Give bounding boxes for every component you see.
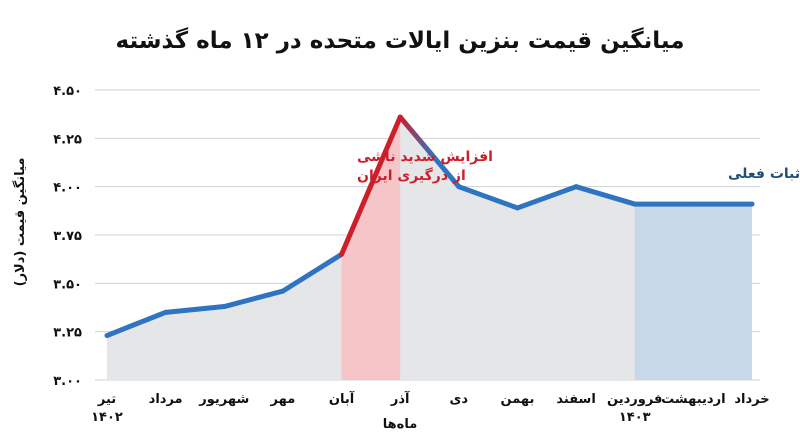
x-tick-label: مهر	[270, 392, 296, 407]
stability-annotation-line: ثبات فعلی	[728, 166, 800, 182]
y-tick-label: ۴.۵۰	[53, 84, 82, 99]
x-tick-label: اسفند	[556, 392, 595, 407]
x-tick-label: دی	[450, 392, 469, 407]
spike-annotation-line: از درگیری ایران	[357, 167, 466, 184]
year-label: ۱۴۰۳	[619, 410, 651, 425]
y-tick-label: ۳.۷۵	[53, 229, 82, 244]
series-lines	[104, 114, 755, 339]
y-tick-labels: ۳.۰۰ ۳.۲۵ ۳.۵۰ ۳.۷۵ ۴.۰۰ ۴.۲۵ ۴.۵۰	[53, 84, 82, 389]
year-label: ۱۴۰۲	[91, 410, 123, 425]
spike-annotation-line: افزایش شدید ناشی	[357, 149, 493, 165]
series-segment	[456, 184, 520, 211]
series-segment	[514, 184, 579, 211]
y-tick-label: ۴.۲۵	[53, 132, 82, 147]
x-tick-label: آذر	[390, 390, 410, 407]
series-segment	[280, 251, 345, 294]
highlight-region	[341, 117, 401, 381]
x-tick-labels: تیر مرداد شهریور مهر آبان آذر دی بهمن اسفند فرورد…	[91, 390, 770, 425]
area-fills	[107, 117, 752, 381]
y-tick-label: ۳.۲۵	[53, 326, 82, 341]
area-fill	[107, 117, 752, 381]
y-tick-label: ۳.۵۰	[53, 277, 82, 292]
x-tick-label: اردیبهشت	[661, 392, 725, 407]
annotations: افزایش شدید ناشی از درگیری ایران ثبات فعلی	[357, 149, 800, 184]
chart-title: میانگین قیمت بنزین ایالات متحده در ۱۲ ما…	[116, 27, 685, 54]
series-segment	[573, 184, 638, 207]
series-segment	[221, 288, 286, 310]
x-tick-label: بهمن	[501, 392, 535, 407]
x-tick-label: تیر	[97, 392, 116, 407]
x-axis-label: ماه‌ها	[383, 417, 418, 432]
x-tick-label: مرداد	[149, 392, 183, 407]
highlight-region	[634, 204, 752, 380]
y-tick-label: ۴.۰۰	[53, 181, 82, 196]
x-tick-label: فروردین	[607, 392, 662, 407]
series-segment	[104, 309, 169, 339]
series-segment	[397, 114, 462, 190]
x-tick-label: آبان	[329, 390, 355, 407]
series-segment	[339, 114, 403, 257]
x-tick-label: شهریور	[198, 392, 249, 407]
x-tick-label: خرداد	[734, 392, 769, 407]
series-segment	[163, 304, 227, 315]
y-axis-label: میانگین قیمت (دلار)	[12, 158, 28, 287]
y-tick-label: ۳.۰۰	[53, 374, 82, 389]
